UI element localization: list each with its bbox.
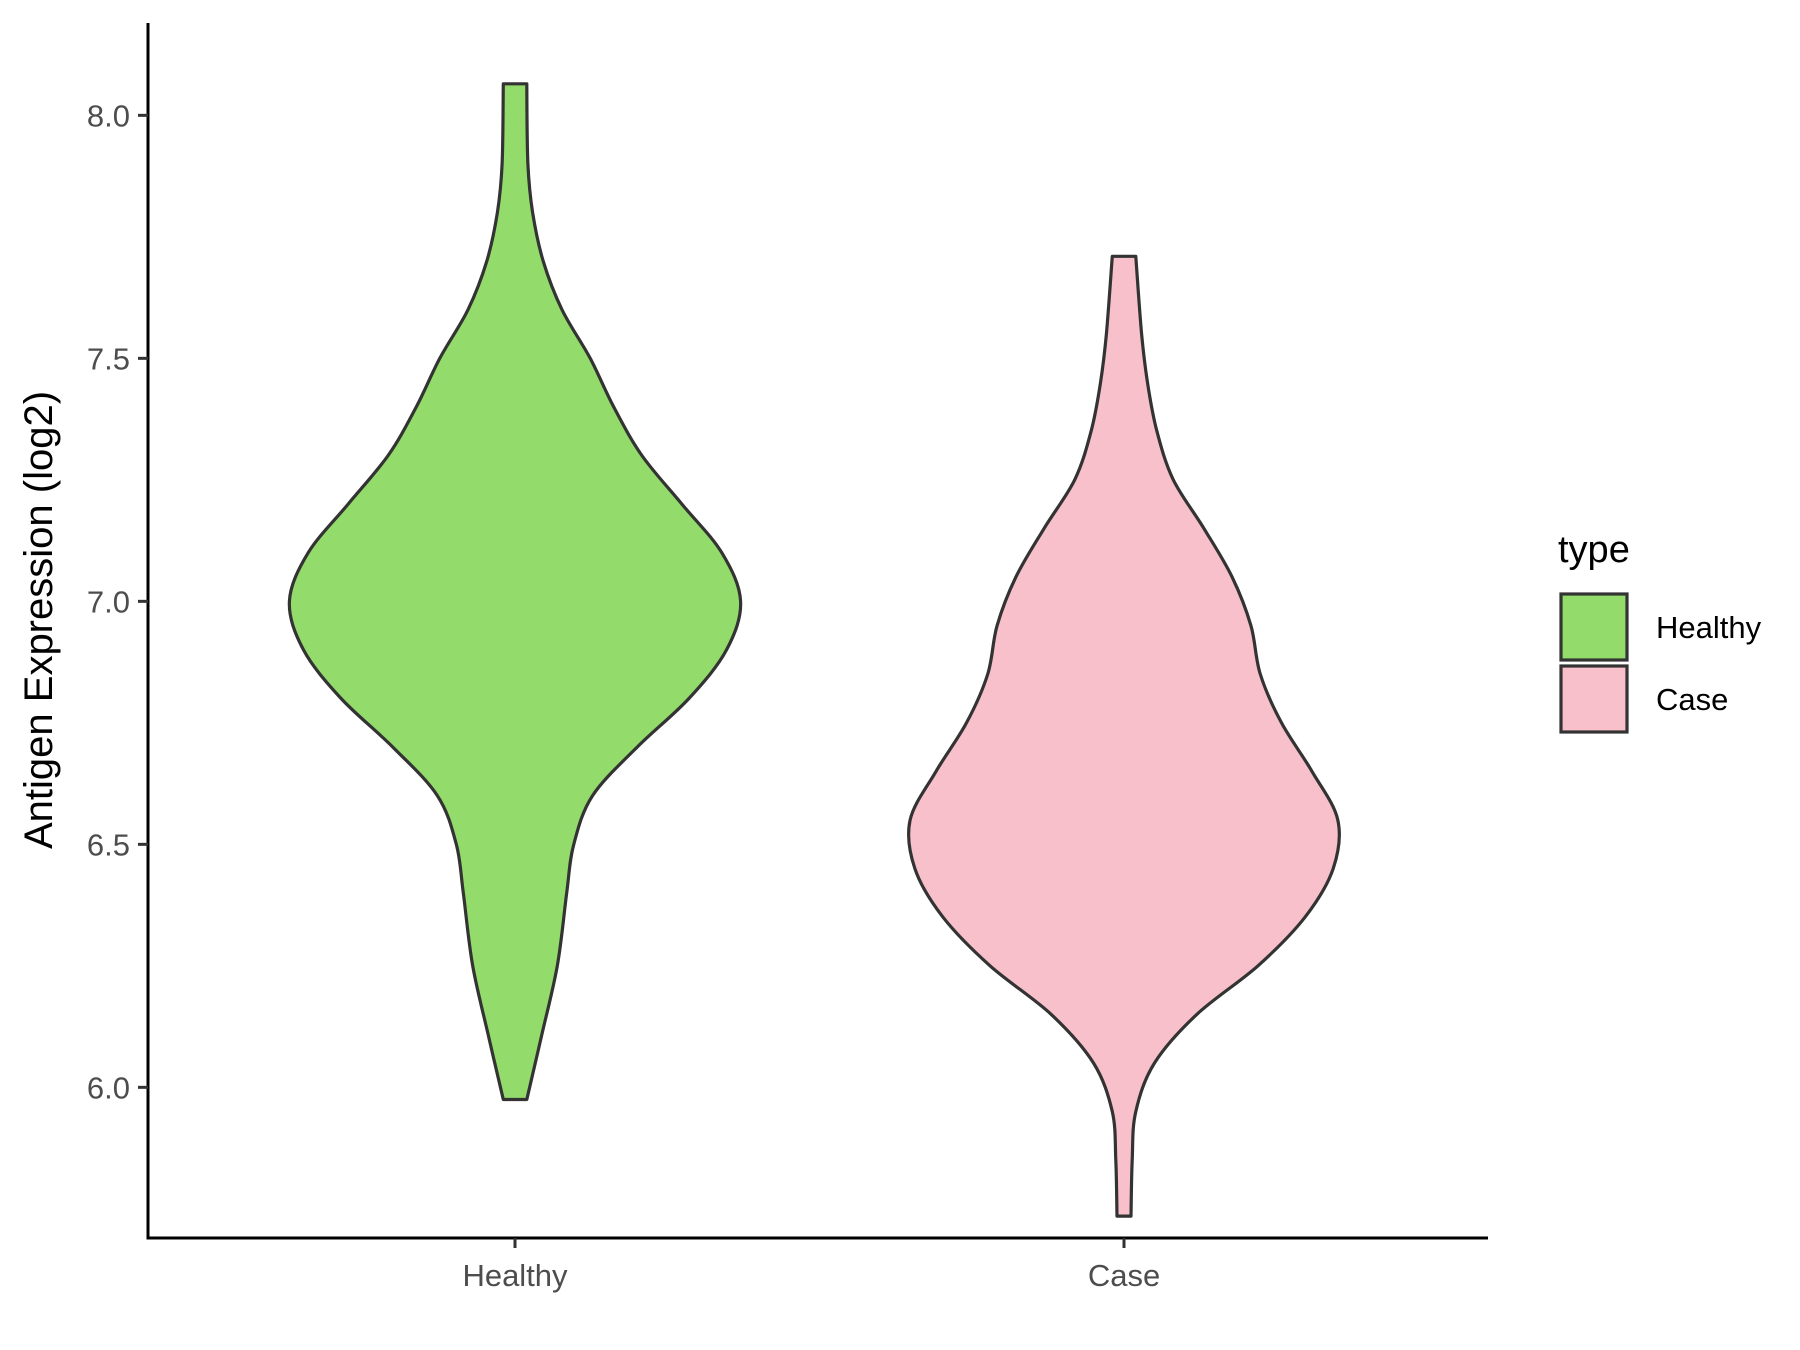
x-tick-label: Healthy: [462, 1258, 568, 1293]
x-ticks: Healthy Case: [462, 1238, 1160, 1293]
legend-label-healthy: Healthy: [1656, 610, 1762, 645]
legend-swatch-case: [1559, 664, 1629, 734]
legend: type Healthy Case: [1558, 529, 1762, 734]
y-tick-label: 8.0: [87, 98, 130, 133]
violin-case: [907, 254, 1341, 1218]
y-ticks: 6.0 6.5 7.0 7.5 8.0: [87, 98, 148, 1105]
violin-healthy: [287, 82, 743, 1102]
legend-title: type: [1558, 529, 1630, 571]
axes-layer: [146, 23, 1488, 1240]
y-tick-label: 7.5: [87, 341, 130, 376]
y-axis-title: Antigen Expression (log2): [17, 391, 61, 849]
legend-label-case: Case: [1656, 682, 1728, 717]
y-tick-label: 6.5: [87, 827, 130, 862]
y-tick-label: 6.0: [87, 1070, 130, 1105]
x-tick-label: Case: [1088, 1258, 1160, 1293]
y-tick-label: 7.0: [87, 584, 130, 619]
violins-layer: [287, 82, 1341, 1218]
legend-swatch-healthy: [1559, 592, 1629, 662]
legend-items: Healthy Case: [1559, 592, 1762, 734]
